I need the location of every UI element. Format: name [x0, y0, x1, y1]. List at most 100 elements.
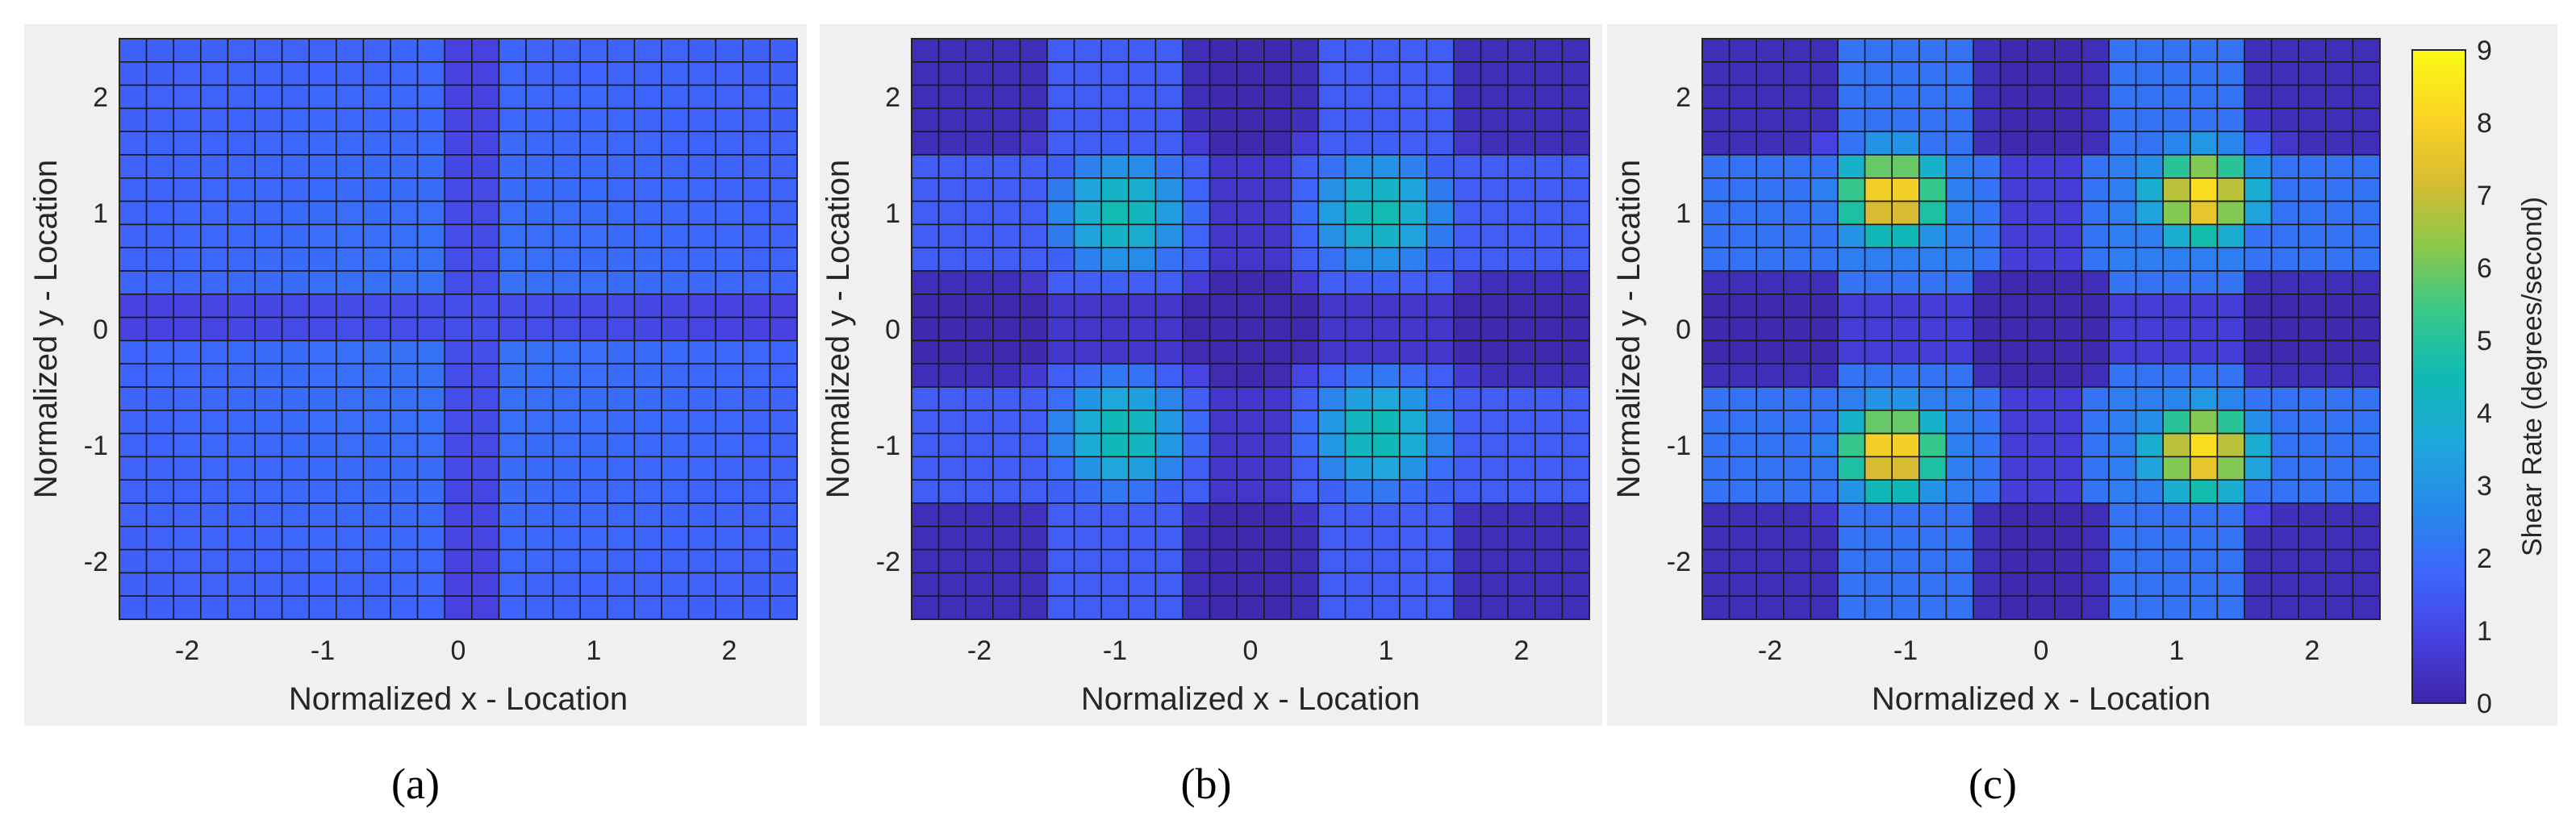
- heatmap-cell: [1480, 84, 1509, 110]
- heatmap-cell: [2054, 316, 2083, 342]
- heatmap-cell: [2162, 131, 2191, 156]
- heatmap-cell: [2108, 154, 2137, 179]
- heatmap-cell: [552, 548, 581, 574]
- heatmap-cell: [1344, 177, 1373, 202]
- heatmap-cell: [2270, 479, 2300, 504]
- heatmap-cell: [200, 548, 229, 574]
- heatmap-cell: [992, 432, 1021, 458]
- heatmap-cell: [362, 339, 391, 364]
- heatmap-cell: [173, 479, 202, 504]
- heatmap-cell: [1263, 107, 1292, 132]
- heatmap-cell: [1019, 525, 1048, 551]
- heatmap-cell: [1534, 247, 1564, 272]
- heatmap-cell: [2325, 131, 2354, 156]
- heatmap-cell: [937, 84, 967, 110]
- heatmap-cell: [1399, 61, 1428, 86]
- heatmap-cell: [145, 409, 175, 435]
- heatmap-cell: [633, 293, 662, 319]
- heatmap-cell: [2216, 107, 2245, 132]
- heatmap-cell: [2325, 270, 2354, 295]
- heatmap-cell: [606, 595, 636, 620]
- heatmap-cell: [715, 456, 744, 481]
- heatmap-cell: [1973, 84, 2002, 110]
- heatmap-cell: [965, 525, 994, 551]
- heatmap-cell: [1783, 386, 1812, 411]
- panel-c-x-axis-label: Normalized x - Location: [1872, 681, 2211, 717]
- heatmap-cell: [1399, 479, 1428, 504]
- heatmap-cell: [1182, 247, 1211, 272]
- heatmap-cell: [2298, 595, 2327, 620]
- heatmap-cell: [1182, 548, 1211, 574]
- heatmap-cell: [1507, 595, 1536, 620]
- heatmap-cell: [1891, 38, 1920, 63]
- heatmap-cell: [470, 548, 500, 574]
- heatmap-cell: [2108, 200, 2137, 226]
- heatmap-cell: [1837, 432, 1866, 458]
- heatmap-cell: [1344, 432, 1373, 458]
- heatmap-cell: [2054, 84, 2083, 110]
- heatmap-cell: [308, 61, 337, 86]
- heatmap-cell: [1480, 38, 1509, 63]
- heatmap-cell: [1263, 131, 1292, 156]
- heatmap-cell: [1236, 131, 1265, 156]
- panel-c-y-axis-label: Normalized y - Location: [1611, 160, 1647, 498]
- heatmap-cell: [2352, 409, 2381, 435]
- heatmap-cell: [1973, 456, 2002, 481]
- heatmap-cell: [390, 339, 419, 364]
- heatmap-cell: [1128, 84, 1157, 110]
- heatmap-cell: [1128, 293, 1157, 319]
- heatmap-cell: [769, 177, 798, 202]
- heatmap-cell: [1534, 479, 1564, 504]
- heatmap-cell: [992, 61, 1021, 86]
- heatmap-cell: [1128, 131, 1157, 156]
- heatmap-cell: [200, 409, 229, 435]
- heatmap-cell: [2027, 293, 2056, 319]
- heatmap-cell: [2270, 61, 2300, 86]
- heatmap-cell: [2081, 38, 2110, 63]
- heatmap-cell: [687, 200, 716, 226]
- heatmap-cell: [1945, 107, 1974, 132]
- heatmap-cell: [2298, 154, 2327, 179]
- heatmap-cell: [965, 548, 994, 574]
- panel-a-caption: (a): [391, 760, 440, 808]
- heatmap-cell: [2162, 595, 2191, 620]
- heatmap-cell: [200, 61, 229, 86]
- heatmap-cell: [416, 409, 445, 435]
- heatmap-cell: [606, 200, 636, 226]
- heatmap-cell: [1236, 595, 1265, 620]
- heatmap-cell: [579, 316, 608, 342]
- x-tick-label: -2: [175, 635, 199, 666]
- heatmap-cell: [1154, 61, 1184, 86]
- heatmap-cell: [1480, 223, 1509, 248]
- heatmap-cell: [1317, 409, 1346, 435]
- heatmap-cell: [1453, 525, 1482, 551]
- heatmap-cell: [281, 84, 311, 110]
- heatmap-cell: [1453, 293, 1482, 319]
- heatmap-cell: [1561, 572, 1590, 598]
- heatmap-cell: [2216, 316, 2245, 342]
- heatmap-cell: [2027, 38, 2056, 63]
- heatmap-cell: [552, 38, 581, 63]
- heatmap-cell: [1945, 572, 1974, 598]
- heatmap-cell: [1453, 270, 1482, 295]
- heatmap-cell: [444, 38, 473, 63]
- heatmap-cell: [2352, 363, 2381, 388]
- heatmap-cell: [1154, 200, 1184, 226]
- heatmap-cell: [335, 131, 365, 156]
- heatmap-cell: [769, 432, 798, 458]
- heatmap-cell: [552, 339, 581, 364]
- heatmap-cell: [254, 548, 283, 574]
- heatmap-cell: [145, 247, 175, 272]
- heatmap-cell: [687, 61, 716, 86]
- heatmap-cell: [1209, 595, 1238, 620]
- heatmap-cell: [1534, 38, 1564, 63]
- heatmap-cell: [145, 595, 175, 620]
- heatmap-cell: [1453, 247, 1482, 272]
- heatmap-cell: [227, 339, 256, 364]
- heatmap-cell: [200, 200, 229, 226]
- heatmap-cell: [1999, 525, 2029, 551]
- heatmap-cell: [2081, 61, 2110, 86]
- heatmap-cell: [525, 409, 554, 435]
- heatmap-cell: [200, 177, 229, 202]
- heatmap-cell: [1344, 107, 1373, 132]
